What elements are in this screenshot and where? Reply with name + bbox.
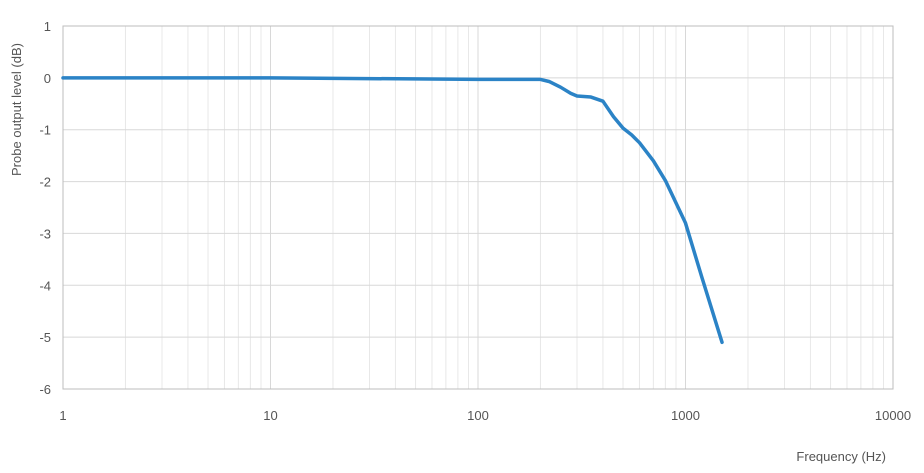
series-layer [61,76,724,345]
y-tick-label: -5 [39,330,51,345]
x-tick-labels: 1 10 100 1000 10000 [59,408,911,423]
x-tick-label: 1 [59,408,66,423]
plot-frame [62,25,894,390]
y-tick-label: -6 [39,382,51,397]
y-axis-title: Probe output level (dB) [9,43,24,176]
x-tick-label: 10 [263,408,277,423]
y-tick-label: -3 [39,226,51,241]
x-axis-title: Frequency (Hz) [796,449,886,464]
y-tick-label: -4 [39,278,51,293]
series-line [61,76,724,345]
x-tick-label: 1000 [671,408,700,423]
y-tick-label: -2 [39,175,51,190]
y-tick-label: 1 [44,19,51,34]
x-tick-label: 10000 [875,408,911,423]
y-tick-label: -1 [39,123,51,138]
y-tick-label: 0 [44,71,51,86]
x-tick-label: 100 [467,408,489,423]
minor-grid [124,26,885,389]
y-tick-labels: 1 0 -1 -2 -3 -4 -5 -6 [39,19,51,397]
